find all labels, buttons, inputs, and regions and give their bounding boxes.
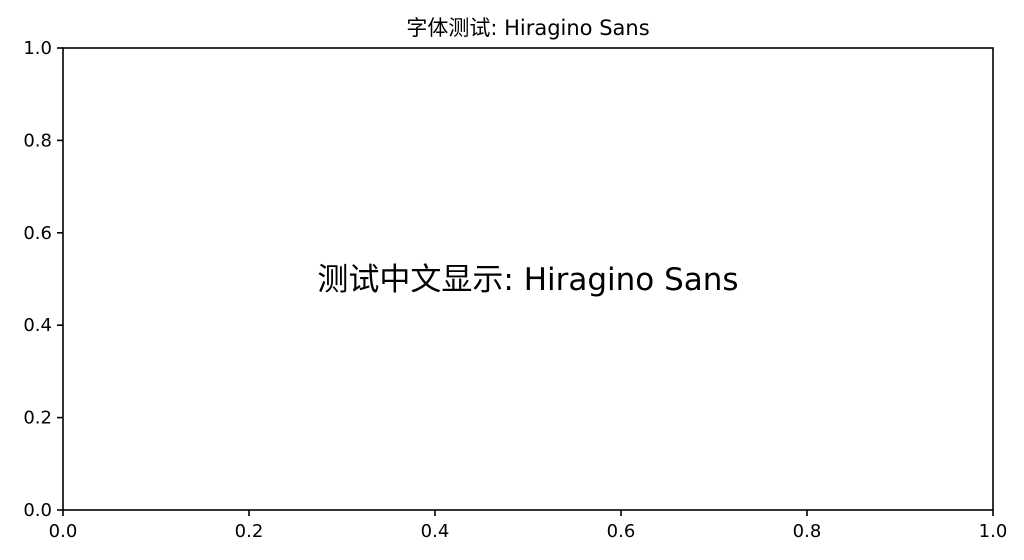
chart-title: 字体测试: Hiragino Sans [406,16,649,40]
center-annotation-text: 测试中文显示: Hiragino Sans [317,262,738,298]
x-axis-ticks: 0.0 0.2 0.4 0.6 0.8 1.0 [49,510,1008,542]
x-tick-label: 0.2 [235,521,264,542]
y-tick-label: 0.2 [23,408,52,429]
x-tick-label: 1.0 [979,521,1008,542]
axes-frame [62,47,994,511]
y-tick-label: 0.8 [23,130,52,151]
x-tick-label: 0.6 [607,521,636,542]
y-axis-ticks: 0.0 0.2 0.4 0.6 0.8 1.0 [23,38,63,521]
y-tick-label: 0.6 [23,223,52,244]
y-tick-label: 0.0 [23,500,52,521]
x-tick-label: 0.0 [49,521,78,542]
plot-area [63,48,993,510]
x-tick-label: 0.8 [793,521,822,542]
x-tick-label: 0.4 [421,521,450,542]
annotations: 测试中文显示: Hiragino Sans [317,262,738,298]
y-tick-label: 1.0 [23,38,52,59]
y-tick-label: 0.4 [23,315,52,336]
